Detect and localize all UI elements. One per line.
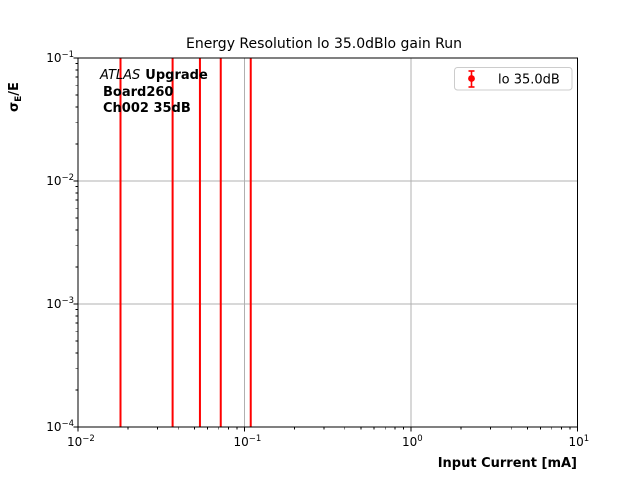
annotation-line-1: ATLAS Upgrade <box>99 68 208 83</box>
legend-errorbar-icon <box>468 70 475 88</box>
y-tick-label: 10−4 <box>46 419 74 434</box>
tick-exponent: 0 <box>417 434 422 444</box>
chart-title: Energy Resolution lo 35.0dBlo gain Run <box>186 36 462 52</box>
tick-exponent: −4 <box>61 419 74 429</box>
legend-frame <box>454 67 573 91</box>
x-tick-label: 101 <box>569 434 590 449</box>
tick-exponent: −2 <box>82 434 95 444</box>
axes-spines <box>77 57 578 428</box>
tick-exponent: −1 <box>249 434 262 444</box>
annotation-line-2: Board260 <box>103 85 173 100</box>
grid-layer <box>78 58 578 427</box>
y-axis-label: σE/E <box>7 82 24 112</box>
tick-exponent: −1 <box>61 50 74 60</box>
x-tick-label: 100 <box>402 434 423 449</box>
annotation-atlas: ATLAS <box>99 68 140 83</box>
legend-label: lo 35.0dB <box>498 73 560 88</box>
annotation-line-3: Ch002 35dB <box>103 101 191 116</box>
y-tick-label: 10−3 <box>46 296 74 311</box>
series-layer <box>119 58 252 427</box>
y-tick-label: 10−1 <box>46 50 74 65</box>
y-label-rest: /E <box>7 82 22 96</box>
y-label-sigma: σ <box>7 102 22 112</box>
x-tick-label: 10−2 <box>67 434 95 449</box>
legend: lo 35.0dB <box>454 67 573 91</box>
annotation-upgrade: Upgrade <box>145 68 208 83</box>
tick-exponent: −2 <box>61 173 74 183</box>
y-tick-label: 10−2 <box>46 173 74 188</box>
y-label-subscript: E <box>14 96 24 102</box>
tick-exponent: −3 <box>61 296 74 306</box>
x-axis-label: Input Current [mA] <box>438 456 577 471</box>
tick-exponent: 1 <box>584 434 589 444</box>
x-tick-label: 10−1 <box>234 434 262 449</box>
